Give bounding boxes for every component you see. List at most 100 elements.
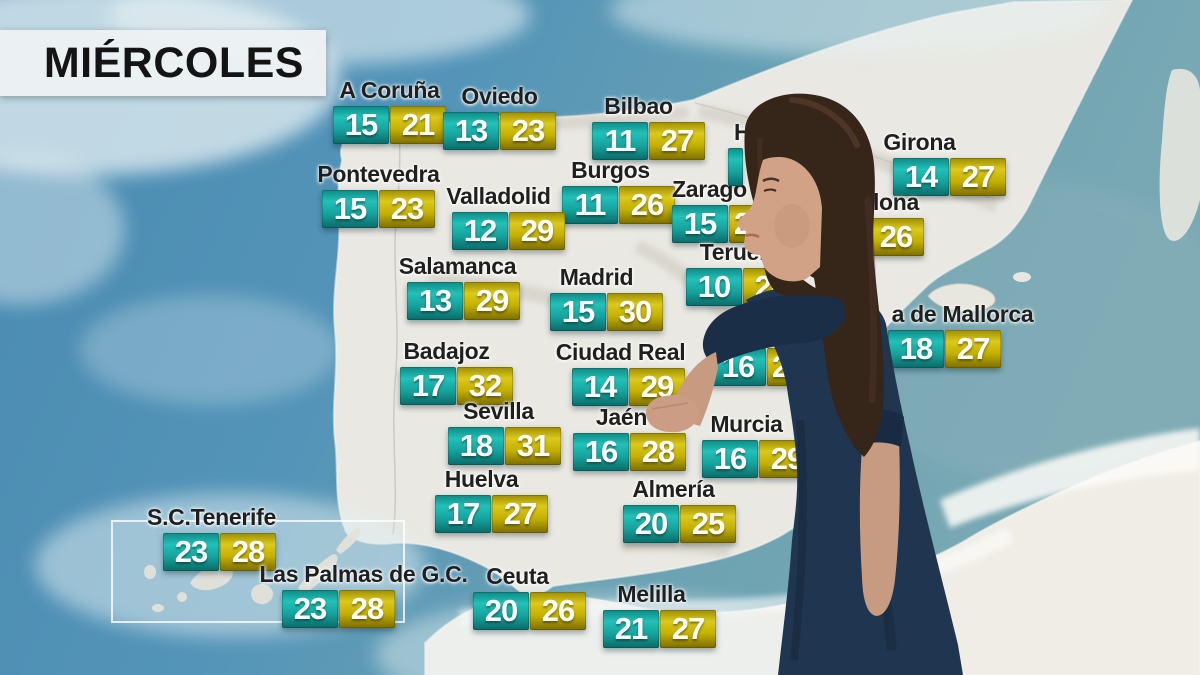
max-temp: 27 — [950, 158, 1006, 196]
max-temp: 26 — [530, 592, 586, 630]
min-temp: 16 — [702, 440, 758, 478]
temperature-pair: 16 28 — [573, 433, 686, 471]
temperature-pair: 20 26 — [473, 592, 586, 630]
city-name: Burgos — [571, 157, 650, 183]
min-temp: 15 — [322, 190, 378, 228]
temperature-pair: 23 28 — [282, 590, 395, 628]
city-forecast: Girona 14 27 — [883, 129, 1006, 196]
max-temp: 29 — [629, 368, 685, 406]
max-temp: 26 — [868, 218, 924, 256]
city-forecast: lona 26 — [868, 189, 924, 256]
city-forecast: Badajoz 17 32 — [400, 338, 513, 405]
temperature-pair: 12 29 — [452, 212, 565, 250]
max-temp: 28 — [220, 533, 276, 571]
temperature-pair: 11 27 — [592, 122, 705, 160]
city-forecast: Pontevedra 15 23 — [317, 161, 440, 228]
temperature-pair: 11 26 — [562, 186, 675, 224]
min-temp: 13 — [407, 282, 463, 320]
city-name: lona — [872, 189, 920, 215]
min-temp: 10 — [686, 268, 742, 306]
temperature-pair — [728, 148, 743, 186]
city-forecast: A Coruña 15 21 — [333, 77, 446, 144]
min-temp: 17 — [400, 367, 456, 405]
temperature-pair: 15 21 — [333, 106, 446, 144]
city-name: S.C.Tenerife — [147, 504, 276, 530]
temperature-pair: 15 30 — [550, 293, 663, 331]
city-forecast: Madrid 15 30 — [550, 264, 663, 331]
day-title: MIÉRCOLES — [43, 38, 304, 87]
max-temp: 28 — [630, 433, 686, 471]
max-temp: 29 — [759, 440, 815, 478]
temperature-pair: 14 27 — [893, 158, 1006, 196]
city-name: Salamanca — [398, 253, 517, 279]
temperature-pair: 26 — [868, 218, 924, 256]
city-forecast: Bilbao 11 27 — [592, 93, 705, 160]
min-temp: 17 — [435, 495, 491, 533]
city-name: Ceuta — [486, 563, 549, 589]
max-temp: 26 — [619, 186, 675, 224]
temperature-pair: 13 29 — [407, 282, 520, 320]
temperature-pair: 15 2 — [672, 205, 785, 243]
city-name: Jaén — [595, 404, 648, 430]
city-forecast: Huelva 17 27 — [435, 466, 548, 533]
max-temp: 25 — [680, 505, 736, 543]
min-temp: 23 — [282, 590, 338, 628]
min-temp: 14 — [572, 368, 628, 406]
max-temp: 27 — [492, 495, 548, 533]
city-forecast: Salamanca 13 29 — [399, 253, 520, 320]
city-name: Sevilla — [463, 398, 534, 424]
city-forecast: Murcia 16 29 — [702, 411, 815, 478]
min-temp: 15 — [333, 106, 389, 144]
city-name: H — [734, 119, 751, 145]
max-temp: 27 — [945, 330, 1001, 368]
city-forecast: Almería 20 25 — [623, 476, 736, 543]
day-header: MIÉRCOLES — [0, 30, 326, 96]
city-name: Ciudad Real — [555, 339, 686, 365]
max-temp: 24 — [743, 268, 799, 306]
temperature-pair: 10 24 — [686, 268, 799, 306]
max-temp: 27 — [660, 610, 716, 648]
max-temp: 30 — [607, 293, 663, 331]
city-forecast: Melilla 21 27 — [603, 581, 716, 648]
temperature-pair: 15 23 — [322, 190, 435, 228]
min-temp: 13 — [443, 112, 499, 150]
min-temp: 18 — [888, 330, 944, 368]
city-forecast: Sevilla 18 31 — [448, 398, 561, 465]
max-temp: 2 — [767, 348, 823, 386]
temperature-pair: 13 23 — [443, 112, 556, 150]
city-forecast: a de Mallorca 18 27 — [888, 301, 1034, 368]
city-forecast: Burgos 11 26 — [562, 157, 675, 224]
temperature-pair: 14 29 — [572, 368, 685, 406]
city-forecast: Oviedo 13 23 — [443, 83, 556, 150]
temperature-pair: 17 27 — [435, 495, 548, 533]
max-temp: 21 — [390, 106, 446, 144]
city-name: a de Mallorca — [891, 301, 1034, 327]
city-name: Murcia — [710, 411, 783, 437]
min-temp: 16 — [573, 433, 629, 471]
max-temp: 29 — [509, 212, 565, 250]
min-temp: 20 — [473, 592, 529, 630]
city-name: Valladolid — [446, 183, 551, 209]
city-name: Pontevedra — [317, 161, 440, 187]
temperature-pair: 21 27 — [603, 610, 716, 648]
city-forecast: Teruel 10 24 — [686, 239, 799, 306]
city-name: Almería — [632, 476, 715, 502]
min-temp: 14 — [893, 158, 949, 196]
city-forecast: Ciudad Real 14 29 — [556, 339, 686, 406]
min-temp: 23 — [163, 533, 219, 571]
city-name: Teruel — [699, 239, 766, 265]
city-forecast: Las Palmas de G.C. 23 28 — [259, 561, 468, 628]
city-name: Las Palmas de G.C. — [259, 561, 468, 587]
city-name: Badajoz — [403, 338, 490, 364]
min-temp: 12 — [452, 212, 508, 250]
min-temp: 11 — [562, 186, 618, 224]
city-forecast: Valladolid 12 29 — [446, 183, 565, 250]
city-name: Melilla — [617, 581, 686, 607]
min-temp — [728, 148, 743, 186]
max-temp: 23 — [500, 112, 556, 150]
min-temp: 21 — [603, 610, 659, 648]
city-forecast: 16 2 — [710, 348, 823, 386]
min-temp: 20 — [623, 505, 679, 543]
